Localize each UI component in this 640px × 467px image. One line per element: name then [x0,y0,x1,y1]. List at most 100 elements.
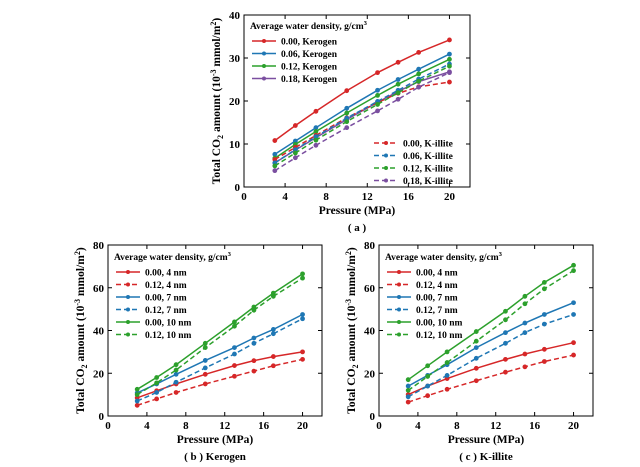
legend-entry-label: 0.12, K-illite [403,165,453,175]
y-tick-label: 20 [229,96,241,108]
y-tick-label: 80 [364,240,376,252]
data-point [232,373,237,379]
data-point [473,378,479,384]
series-line [136,351,303,399]
y-axis-label: Total CO2 amount (10-3 mmol/m2) [73,247,89,414]
legend-swatch-marker [384,166,388,170]
data-point [173,367,179,373]
data-point [270,293,276,299]
data-point [503,308,508,314]
legend-swatch-marker [126,270,130,274]
series-line [136,313,303,394]
data-point [375,87,380,93]
data-point [503,369,508,375]
y-tick-label: 30 [229,53,241,65]
legend-swatch-marker [397,295,401,299]
series-line [136,358,303,407]
data-point [571,352,576,358]
series-line [407,341,574,396]
x-tick-label: 0 [376,420,382,432]
legend-swatch-marker [262,51,266,56]
legend-swatch-marker [397,282,401,287]
x-tick-label: 16 [403,191,415,203]
y-axis-label: Total CO2 amount (10-3 mmol/m2) [344,247,360,414]
legend-swatch-marker [384,141,388,145]
data-point [447,70,452,76]
data-point [154,396,160,402]
data-point [375,93,380,98]
legend-entry-label: 0.00, 7 nm [416,294,458,304]
x-tick-label: 8 [323,191,329,203]
data-point [571,268,576,274]
legend-title: Average water density, g/cm3 [385,251,503,263]
data-point [202,340,208,346]
data-point [300,275,305,281]
legend-1: Average water density, g/cm3 0.00, 4 nm 0.… [114,251,232,341]
data-point [541,312,547,317]
legend-swatch-marker [397,320,401,324]
data-point [154,375,160,380]
data-point [425,393,431,399]
data-point [251,358,257,364]
data-point [300,349,305,355]
data-point [232,363,237,368]
data-point [395,81,401,87]
series-1 [272,37,452,143]
data-point [251,307,257,313]
y-axis-label: Total CO2 amount (10-3 mmol/m2) [209,18,225,185]
x-tick-label: 12 [490,420,502,432]
data-point [134,392,140,398]
series-line [136,273,303,390]
y-tick-label: 20 [364,368,376,380]
series-7 [272,63,452,169]
x-tick-label: 4 [282,191,288,203]
series-line [274,63,450,164]
data-point [503,356,508,362]
legend-swatch-marker [384,153,388,158]
series-4 [405,312,576,400]
x-tick-label: 12 [219,420,231,432]
x-tick-label: 0 [241,191,247,203]
legend-title: Average water density, g/cm3 [250,20,368,32]
series-line [274,53,450,155]
data-point [395,59,401,65]
data-point [416,71,422,77]
series-line [274,65,450,167]
data-point [405,383,411,389]
data-point [232,351,237,357]
data-point [292,150,298,156]
data-point [541,346,547,352]
y-tick-label: 0 [235,182,241,194]
data-point [416,78,422,84]
legend-swatch-marker [397,270,401,274]
data-point [232,345,237,351]
data-point [571,262,576,268]
series-line [274,81,450,161]
data-point [313,125,319,131]
data-point [344,110,350,116]
y-tick-label: 10 [229,139,241,151]
data-point [416,66,422,72]
x-tick-label: 8 [183,420,189,432]
legend-entry-label: 0.12, 7 nm [416,306,458,316]
data-point [272,138,278,143]
data-point [202,345,208,351]
legend-entry-label: 0.12, 7 nm [145,306,187,316]
data-point [541,359,547,364]
data-point [447,79,452,85]
data-point [202,365,208,371]
legend-swatch-marker [262,39,266,43]
legend-entry-label: 0.00, 7 nm [145,294,187,304]
series-line [407,354,574,403]
data-point [405,377,411,383]
data-point [292,123,298,128]
data-point [447,63,452,69]
data-point [473,329,479,334]
data-point [173,390,179,395]
series-line [274,39,450,142]
data-point [425,383,431,389]
data-point [313,137,319,143]
chart-panel-1: 0 4 8 12 16 20 0 10 20 30 40 Pressure (MPa) Total CO… [209,10,471,234]
data-point [202,358,208,363]
